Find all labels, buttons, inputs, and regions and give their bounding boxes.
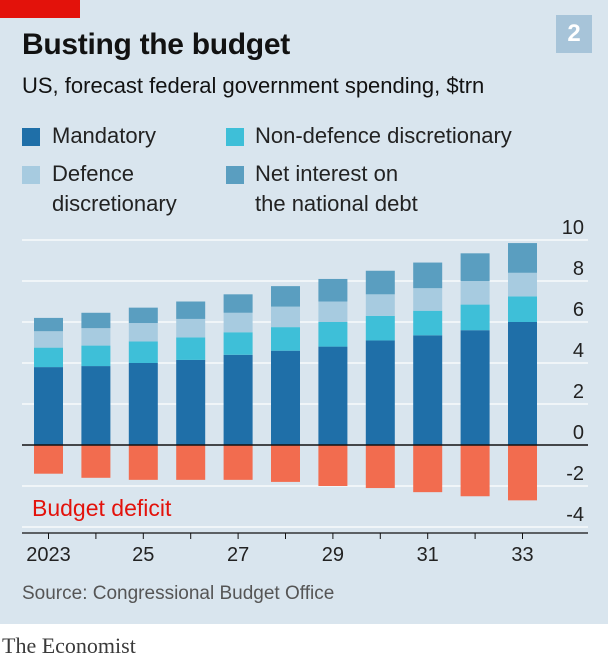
legend-swatch-non-defence bbox=[226, 128, 244, 146]
bar-segment bbox=[318, 346, 348, 445]
bar-series bbox=[34, 243, 537, 501]
bar-segment bbox=[176, 359, 206, 445]
bar-segment bbox=[365, 315, 395, 341]
x-axis: 2023 25 27 29 31 33 bbox=[22, 532, 588, 566]
bar-segment bbox=[34, 331, 63, 348]
legend-defence-line2: discretionary bbox=[52, 191, 177, 216]
legend-mandatory-line1: Mandatory bbox=[52, 123, 156, 148]
bar-segment bbox=[460, 304, 490, 331]
y-tick-label: 10 bbox=[562, 217, 584, 239]
chart-number-badge: 2 bbox=[556, 15, 592, 53]
source-note: Source: Congressional Budget Office bbox=[22, 583, 335, 604]
bar-segment bbox=[81, 312, 111, 329]
bar-segment bbox=[508, 296, 537, 322]
deficit-bar bbox=[413, 445, 443, 493]
legend-label-net-interest: Net interest on the national debt bbox=[255, 159, 418, 219]
bar-segment bbox=[176, 318, 206, 338]
bar-segment bbox=[223, 294, 253, 313]
bar-segment bbox=[365, 270, 395, 295]
bar-segment bbox=[365, 294, 395, 316]
x-tick-label: 2023 bbox=[26, 544, 71, 566]
bar-segment bbox=[128, 363, 158, 445]
bar-segment bbox=[223, 312, 253, 333]
bar-segment bbox=[34, 347, 63, 368]
y-tick-label: 2 bbox=[573, 381, 584, 403]
deficit-bar bbox=[223, 445, 253, 480]
bar-segment bbox=[460, 281, 490, 305]
bar-segment bbox=[508, 322, 537, 445]
bar-segment bbox=[413, 262, 443, 289]
bar-segment bbox=[508, 243, 537, 273]
bar-segment bbox=[34, 317, 63, 332]
legend-swatch-net-interest bbox=[226, 166, 244, 184]
bar-segment bbox=[271, 286, 300, 307]
stacked-bar-chart: 10 8 6 4 2 0 -2 -4 2023 25 27 29 31 33 Budget defici… bbox=[22, 217, 588, 566]
deficit-bar bbox=[34, 445, 63, 474]
deficit-bar bbox=[176, 445, 206, 480]
bar-segment bbox=[460, 253, 490, 281]
bar-segment bbox=[223, 354, 253, 445]
deficit-bar bbox=[460, 445, 490, 497]
bar-segment bbox=[271, 306, 300, 328]
x-tick-label: 31 bbox=[417, 544, 439, 566]
x-tick-label: 27 bbox=[227, 544, 249, 566]
bar-segment bbox=[318, 322, 348, 347]
bar-segment bbox=[271, 327, 300, 351]
bar-segment bbox=[81, 328, 111, 346]
publisher-brand: The Economist bbox=[2, 633, 136, 658]
bar-segment bbox=[128, 307, 158, 324]
bar-segment bbox=[460, 330, 490, 445]
legend-swatch-mandatory bbox=[22, 128, 40, 146]
legend-net-interest-line1: Net interest on bbox=[255, 161, 399, 186]
bar-segment bbox=[128, 341, 158, 363]
x-tick-label: 29 bbox=[322, 544, 344, 566]
bar-segment bbox=[318, 278, 348, 302]
bar-segment bbox=[128, 323, 158, 342]
legend-net-interest-line2: the national debt bbox=[255, 191, 418, 216]
bar-segment bbox=[81, 345, 111, 367]
chart-title: Busting the budget bbox=[22, 28, 290, 61]
bar-segment bbox=[413, 335, 443, 445]
chart-panel bbox=[0, 0, 608, 624]
deficit-bar bbox=[365, 445, 395, 489]
bar-segment bbox=[365, 340, 395, 445]
bar-segment bbox=[413, 288, 443, 311]
bar-segment bbox=[176, 301, 206, 319]
brand-red-bar bbox=[0, 0, 80, 18]
bar-segment bbox=[34, 367, 63, 445]
bar-segment bbox=[508, 272, 537, 297]
y-axis-ticks: 10 8 6 4 2 0 -2 -4 bbox=[562, 217, 584, 526]
y-tick-label: 0 bbox=[573, 422, 584, 444]
deficit-bar bbox=[271, 445, 300, 482]
chart-subtitle: US, forecast federal government spending… bbox=[22, 73, 485, 98]
legend-defence-line1: Defence bbox=[52, 161, 134, 186]
deficit-bar bbox=[318, 445, 348, 486]
legend-label-defence: Defence discretionary bbox=[52, 159, 177, 219]
deficit-bar bbox=[81, 445, 111, 478]
y-tick-label: -4 bbox=[566, 504, 584, 526]
y-tick-label: 4 bbox=[573, 340, 584, 362]
bar-segment bbox=[318, 301, 348, 322]
x-tick-label: 33 bbox=[511, 544, 533, 566]
bar-segment bbox=[81, 366, 111, 445]
bar-segment bbox=[413, 310, 443, 336]
x-tick-label: 25 bbox=[132, 544, 154, 566]
legend-non-defence-line1: Non-defence discretionary bbox=[255, 123, 512, 148]
bar-segment bbox=[223, 332, 253, 355]
y-tick-label: 6 bbox=[573, 299, 584, 321]
y-tick-label: 8 bbox=[573, 258, 584, 280]
bar-segment bbox=[176, 337, 206, 360]
legend-label-mandatory: Mandatory bbox=[52, 121, 156, 151]
legend-swatch-defence bbox=[22, 166, 40, 184]
budget-deficit-label: Budget deficit bbox=[32, 495, 172, 521]
y-tick-label: -2 bbox=[566, 463, 584, 485]
bar-segment bbox=[271, 350, 300, 445]
gridlines bbox=[22, 239, 588, 528]
deficit-bar bbox=[128, 445, 158, 480]
deficit-bar bbox=[508, 445, 537, 501]
legend-label-non-defence: Non-defence discretionary bbox=[255, 121, 512, 151]
